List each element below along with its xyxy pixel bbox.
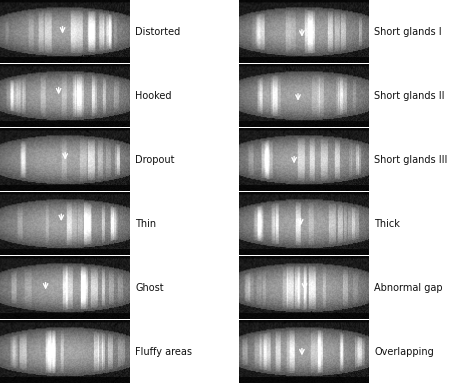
Text: Short glands II: Short glands II [374, 91, 445, 101]
Text: Distorted: Distorted [135, 27, 180, 37]
Text: Dropout: Dropout [135, 155, 174, 165]
Text: Short glands III: Short glands III [374, 155, 448, 165]
Text: Thin: Thin [135, 219, 156, 229]
Text: Ghost: Ghost [135, 283, 164, 293]
Text: Abnormal gap: Abnormal gap [374, 283, 443, 293]
Text: Overlapping: Overlapping [374, 347, 434, 357]
Text: Hooked: Hooked [135, 91, 172, 101]
Text: Thick: Thick [374, 219, 401, 229]
Text: Fluffy areas: Fluffy areas [135, 347, 192, 357]
Text: Short glands I: Short glands I [374, 27, 442, 37]
